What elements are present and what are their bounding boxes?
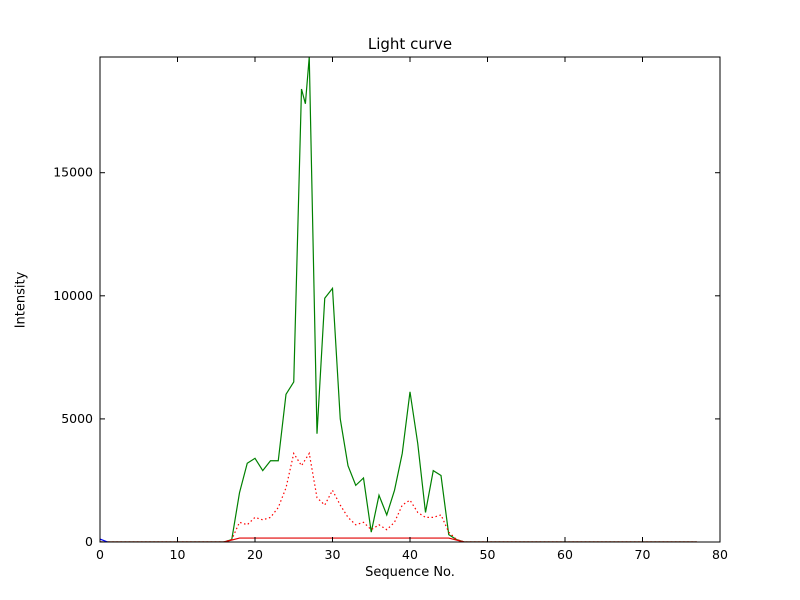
x-axis-label: Sequence No. — [365, 565, 455, 580]
x-tick-label: 30 — [325, 547, 341, 562]
red-solid-line — [100, 537, 697, 542]
y-tick-label: 5000 — [61, 411, 93, 426]
y-tick-label: 0 — [85, 534, 93, 549]
x-tick-label: 0 — [96, 547, 104, 562]
x-tick-label: 60 — [557, 547, 573, 562]
x-tick-label: 50 — [480, 547, 496, 562]
x-tick-label: 10 — [170, 547, 186, 562]
y-tick-label: 10000 — [53, 288, 93, 303]
x-tick-label: 40 — [402, 547, 418, 562]
red-dotted-line — [100, 451, 697, 542]
y-tick-label: 15000 — [53, 165, 93, 180]
x-tick-label: 20 — [247, 547, 263, 562]
x-tick-label: 80 — [712, 547, 728, 562]
chart-title: Light curve — [367, 35, 453, 53]
x-tick-label: 70 — [635, 547, 651, 562]
plot-frame — [99, 56, 721, 543]
green-solid-line — [100, 57, 697, 542]
